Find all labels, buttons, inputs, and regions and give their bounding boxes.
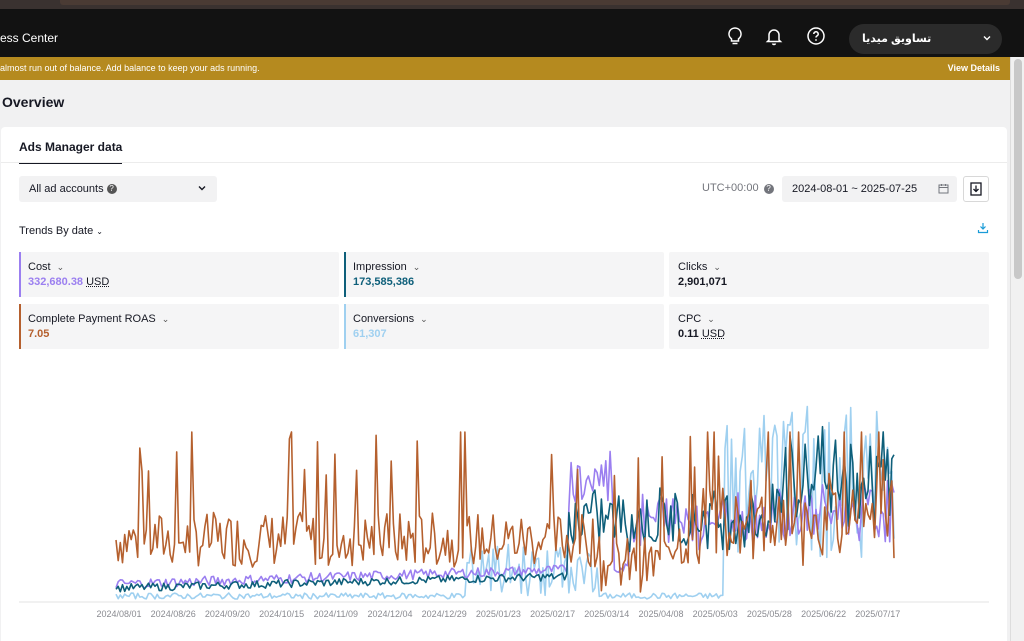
- metric-value: 7.05: [28, 328, 50, 340]
- x-tick-label: 2024/12/04: [367, 609, 412, 619]
- chevron-down-icon: ⌄: [96, 227, 103, 236]
- series-accent: [344, 252, 346, 297]
- app-header: ess Center تساويق ميديا: [0, 9, 1024, 57]
- x-tick-label: 2024/12/29: [422, 609, 467, 619]
- x-tick-label: 2024/08/26: [151, 609, 196, 619]
- x-tick-label: 2025/06/22: [801, 609, 846, 619]
- balance-warning-banner: almost run out of balance. Add balance t…: [0, 57, 1010, 80]
- help-icon[interactable]: [805, 25, 827, 47]
- series-accent: [19, 304, 21, 349]
- metric-value: 332,680.38: [28, 276, 84, 288]
- chevron-down-icon: ⌄: [707, 314, 715, 324]
- date-range-text: 2024-08-01 ~ 2025-07-25: [792, 183, 918, 195]
- view-details-link[interactable]: View Details: [947, 63, 1000, 73]
- x-tick-label: 2025/05/28: [747, 609, 792, 619]
- x-tick-label: 2024/10/15: [259, 609, 304, 619]
- chevron-down-icon: ⌄: [420, 314, 428, 324]
- lightbulb-icon[interactable]: [724, 25, 746, 47]
- ad-accounts-dropdown[interactable]: All ad accounts?: [19, 176, 217, 202]
- trends-by-date-dropdown[interactable]: Trends By date ⌄: [19, 225, 103, 237]
- x-tick-label: 2025/04/08: [638, 609, 683, 619]
- metric-card-cpc[interactable]: CPC ⌄ 0.11 USD: [669, 304, 989, 349]
- chevron-down-icon: ⌄: [161, 314, 170, 324]
- chevron-down-icon: ⌄: [713, 262, 721, 272]
- x-tick-label: 2025/07/17: [855, 609, 900, 619]
- trends-label: Trends By date: [19, 225, 94, 237]
- metric-value: 2,901,071: [678, 276, 727, 288]
- series-line-conversions: [115, 405, 895, 600]
- series-line-roas: [115, 431, 895, 593]
- metric-card-roas[interactable]: Complete Payment ROAS ⌄ 7.05: [19, 304, 339, 349]
- x-tick-label: 2024/08/01: [96, 609, 141, 619]
- page-title: Overview: [2, 94, 65, 110]
- metric-card-clicks[interactable]: Clicks ⌄ 2,901,071: [669, 252, 989, 297]
- window-top-strip: [0, 0, 1024, 9]
- metric-label: Conversions: [353, 313, 415, 325]
- export-button[interactable]: [963, 176, 989, 202]
- metric-value: 0.11: [678, 328, 699, 340]
- x-tick-label: 2025/01/23: [476, 609, 521, 619]
- metric-label: CPC: [678, 313, 702, 325]
- timezone-text: UTC+00:00: [702, 182, 759, 194]
- chevron-down-icon: [197, 183, 207, 196]
- page-scrollbar[interactable]: [1010, 57, 1024, 641]
- date-range-picker[interactable]: 2024-08-01 ~ 2025-07-25: [782, 176, 957, 202]
- scrollbar-thumb[interactable]: [1014, 59, 1022, 279]
- chevron-down-icon: ⌄: [412, 262, 421, 272]
- app-title: ess Center: [0, 31, 59, 45]
- tab-ads-manager-data[interactable]: Ads Manager data: [19, 140, 123, 164]
- metric-card-impression[interactable]: Impression ⌄ 173,585,386: [344, 252, 664, 297]
- metric-card-conversions[interactable]: Conversions ⌄ 61,307: [344, 304, 664, 349]
- download-icon: [964, 182, 988, 205]
- info-icon: ?: [763, 184, 774, 194]
- timezone-label: UTC+00:00 ?: [702, 182, 774, 194]
- series-accent: [19, 252, 21, 297]
- metric-label: Clicks: [678, 261, 708, 273]
- tab-divider: [1, 162, 1007, 163]
- metric-value: 61,307: [353, 328, 387, 340]
- browser-bar: [60, 0, 1010, 5]
- metric-label: Cost: [28, 261, 51, 273]
- x-tick-label: 2024/09/20: [205, 609, 250, 619]
- metric-unit: USD: [86, 276, 110, 288]
- bell-icon[interactable]: [763, 25, 785, 47]
- chevron-down-icon: [982, 33, 992, 46]
- metric-unit: USD: [701, 328, 726, 340]
- x-tick-label: 2024/11/09: [314, 609, 358, 619]
- metric-label: Impression: [353, 261, 407, 273]
- calendar-icon: [938, 183, 949, 197]
- account-name: تساويق ميديا: [862, 33, 932, 45]
- download-icon[interactable]: [977, 221, 989, 234]
- account-switcher[interactable]: تساويق ميديا: [849, 24, 1002, 54]
- info-icon: ?: [106, 184, 117, 194]
- x-tick-label: 2025/03/14: [584, 609, 629, 619]
- series-accent: [344, 304, 346, 349]
- chevron-down-icon: ⌄: [56, 262, 65, 272]
- trend-line-chart: 2024/08/01 2024/08/26 2024/09/20 2024/10/15…: [19, 405, 989, 619]
- metric-label: Complete Payment ROAS: [28, 313, 156, 325]
- ads-manager-card: Ads Manager data All ad accounts? UTC+00…: [1, 127, 1007, 641]
- x-tick-label: 2025/05/03: [693, 609, 738, 619]
- banner-message: almost run out of balance. Add balance t…: [0, 63, 260, 73]
- ad-accounts-label: All ad accounts: [29, 183, 104, 195]
- x-tick-label: 2025/02/17: [530, 609, 575, 619]
- metric-value: 173,585,386: [353, 276, 415, 288]
- main-content: Overview Ads Manager data All ad account…: [0, 80, 1010, 641]
- metric-card-cost[interactable]: Cost ⌄ 332,680.38 USD: [19, 252, 339, 297]
